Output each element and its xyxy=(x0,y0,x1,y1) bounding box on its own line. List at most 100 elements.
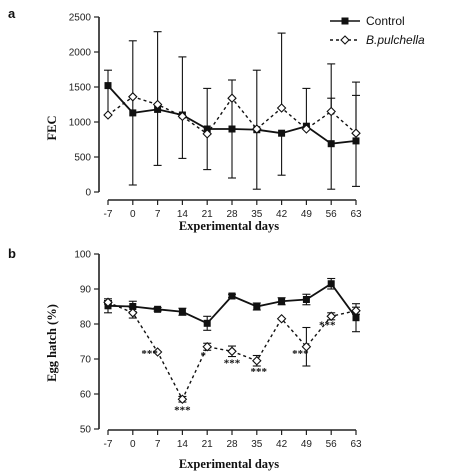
data-point xyxy=(129,303,137,310)
data-point xyxy=(326,106,336,117)
legend-treatment-label: B.pulchella xyxy=(366,33,425,47)
data-point xyxy=(327,140,335,148)
data-point xyxy=(301,124,312,134)
x-tick-label: 14 xyxy=(177,439,189,450)
significance-label: *** xyxy=(251,366,268,378)
data-point xyxy=(128,92,138,102)
x-tick-label: 35 xyxy=(251,209,263,220)
x-tick-label: 63 xyxy=(350,439,362,450)
x-tick-label: 28 xyxy=(226,439,238,450)
x-tick-label: 49 xyxy=(301,439,313,450)
x-tick-label: 56 xyxy=(326,439,338,450)
legend: Control B.pulchella xyxy=(330,14,425,47)
x-tick-label: 0 xyxy=(130,439,136,450)
data-point xyxy=(177,394,188,405)
y-tick-label: 50 xyxy=(80,425,92,436)
y-tick-label: 100 xyxy=(74,250,91,261)
panel-b-annotations: ******************* xyxy=(141,319,336,416)
x-tick-label: 28 xyxy=(226,209,238,220)
panel-a-axes: 0 500 1000 1500 2000 2500 -7 0 7 14 21 28 35 42 49 56 63 xyxy=(69,13,362,221)
data-point xyxy=(327,280,335,288)
data-point xyxy=(351,305,361,316)
data-point xyxy=(276,103,287,113)
panel-b-series xyxy=(103,277,361,405)
data-point xyxy=(252,124,262,134)
data-point xyxy=(302,296,310,303)
data-point xyxy=(128,308,138,318)
data-point xyxy=(227,93,237,103)
data-point xyxy=(152,99,163,110)
legend-treatment-marker xyxy=(340,35,350,45)
panel-a: a 0 500 1000 1500 2000 2500 -7 0 7 14 21 28 35 42 49 56… xyxy=(8,6,425,233)
data-point xyxy=(178,308,186,316)
x-tick-label: 42 xyxy=(276,439,288,450)
data-point xyxy=(253,303,261,310)
panel-a-y-axis-title: FEC xyxy=(45,116,59,141)
y-tick-label: 60 xyxy=(80,390,92,401)
panel-b-x-axis-title: Experimental days xyxy=(179,457,279,471)
data-point xyxy=(177,111,188,122)
y-tick-label: 500 xyxy=(74,153,91,164)
data-point xyxy=(351,128,361,138)
y-tick-label: 80 xyxy=(80,320,92,331)
x-tick-label: 49 xyxy=(301,209,313,220)
significance-label: *** xyxy=(174,404,191,416)
significance-label: * xyxy=(200,350,206,362)
data-point xyxy=(326,311,336,322)
data-point xyxy=(202,129,212,139)
data-point xyxy=(227,346,237,357)
data-point xyxy=(352,314,360,322)
y-tick-label: 90 xyxy=(80,285,92,296)
significance-label: *** xyxy=(292,348,309,360)
data-point xyxy=(228,125,236,133)
data-point xyxy=(203,319,211,327)
x-tick-label: 35 xyxy=(251,439,263,450)
x-tick-label: 0 xyxy=(130,209,136,220)
data-point xyxy=(278,129,286,137)
data-point xyxy=(154,105,162,113)
y-tick-label: 70 xyxy=(80,355,92,366)
significance-label: *** xyxy=(319,319,336,331)
y-tick-label: 2500 xyxy=(69,13,92,24)
panel-a-x-axis-title: Experimental days xyxy=(179,219,279,233)
panel-a-series xyxy=(103,31,361,190)
data-point xyxy=(103,110,113,120)
data-point xyxy=(276,313,287,324)
y-tick-label: 1000 xyxy=(69,118,92,129)
x-tick-label: -7 xyxy=(104,439,113,450)
panel-b-y-axis-title: Egg hatch (%) xyxy=(45,304,59,382)
data-point xyxy=(252,355,262,366)
x-tick-label: 7 xyxy=(155,209,161,220)
y-tick-label: 0 xyxy=(85,188,91,199)
panel-b-letter: b xyxy=(8,246,16,261)
x-tick-label: 42 xyxy=(276,209,288,220)
data-point xyxy=(352,137,360,145)
data-point xyxy=(152,347,163,357)
x-tick-label: 21 xyxy=(202,439,214,450)
x-tick-label: 63 xyxy=(350,209,362,220)
x-tick-label: 14 xyxy=(177,209,189,220)
data-point xyxy=(202,341,212,352)
series-treatment xyxy=(103,31,361,139)
data-point xyxy=(278,297,286,305)
series-control xyxy=(104,40,360,190)
x-tick-label: 56 xyxy=(326,209,338,220)
data-point xyxy=(154,305,162,313)
panel-b-axes: 50 60 70 80 90 100 -7 0 7 14 21 28 35 42 49 56 63 xyxy=(74,250,362,451)
legend-control-marker xyxy=(341,17,349,25)
control-line xyxy=(107,282,357,325)
x-tick-label: -7 xyxy=(104,209,113,220)
significance-label: *** xyxy=(224,357,241,369)
data-point xyxy=(228,292,236,300)
data-point xyxy=(301,341,312,352)
data-point xyxy=(103,297,113,308)
series-treatment xyxy=(103,297,361,405)
x-tick-label: 7 xyxy=(155,439,161,450)
panel-a-letter: a xyxy=(8,6,16,21)
legend-control-label: Control xyxy=(366,14,405,28)
data-point xyxy=(129,109,137,117)
y-tick-label: 2000 xyxy=(69,48,92,59)
x-tick-label: 21 xyxy=(202,209,214,220)
